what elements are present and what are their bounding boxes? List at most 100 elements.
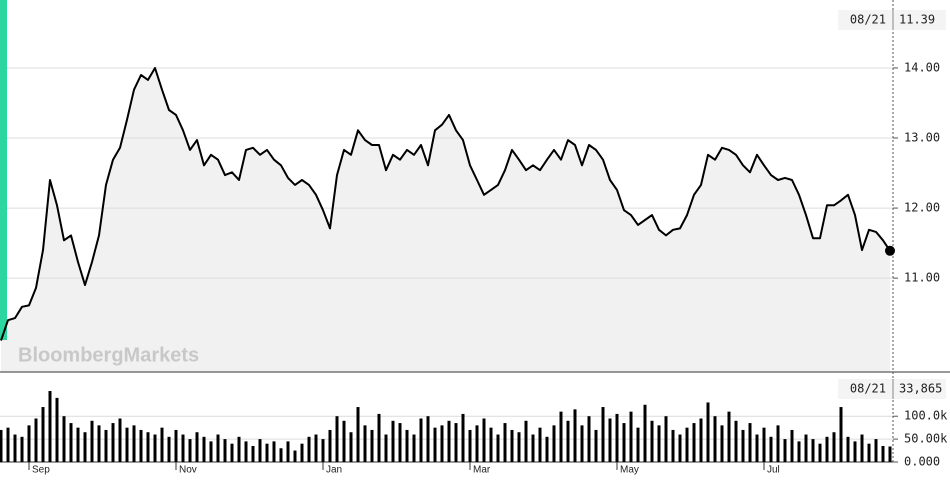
volume-date: 08/21 bbox=[850, 382, 886, 396]
volume-bar bbox=[377, 413, 381, 462]
volume-bar bbox=[104, 429, 108, 462]
volume-bar bbox=[559, 411, 563, 462]
volume-bar bbox=[195, 432, 199, 462]
volume-bar bbox=[461, 413, 465, 462]
volume-bar bbox=[664, 416, 668, 462]
y-tick-label: 0.000 bbox=[904, 455, 940, 469]
volume-bar bbox=[419, 418, 423, 462]
volume-bar bbox=[209, 441, 213, 462]
volume-bar bbox=[657, 425, 661, 462]
price-current: 11.39 bbox=[899, 13, 935, 27]
volume-bar bbox=[188, 439, 192, 462]
volume-bar bbox=[237, 436, 241, 462]
volume-bar bbox=[391, 420, 395, 462]
volume-bar bbox=[34, 418, 38, 462]
volume-bar bbox=[804, 434, 808, 462]
volume-bar bbox=[818, 443, 822, 462]
volume-bar bbox=[328, 429, 332, 462]
volume-bar bbox=[20, 436, 24, 462]
y-tick-label: 50.00k bbox=[904, 432, 948, 446]
volume-bar bbox=[888, 446, 892, 462]
volume-bar bbox=[440, 425, 444, 462]
y-tick-label: 100.0k bbox=[904, 409, 948, 423]
volume-bar bbox=[720, 425, 724, 462]
volume-bar bbox=[146, 432, 150, 462]
volume-bar bbox=[489, 427, 493, 462]
volume-bar bbox=[27, 425, 31, 462]
volume-bar bbox=[244, 441, 248, 462]
volume-bar bbox=[692, 423, 696, 462]
y-tick-label: 12.00 bbox=[904, 201, 940, 215]
volume-bar bbox=[531, 434, 535, 462]
volume-bar bbox=[867, 443, 871, 462]
x-tick-label: Sep bbox=[32, 465, 50, 476]
volume-bar bbox=[69, 423, 73, 462]
volume-bar bbox=[811, 439, 815, 462]
volume-bar bbox=[118, 418, 122, 462]
volume-bar bbox=[622, 423, 626, 462]
volume-bar bbox=[713, 416, 717, 462]
volume-bar bbox=[839, 407, 843, 462]
volume-bar bbox=[300, 443, 304, 462]
volume-bar bbox=[699, 418, 703, 462]
last-point bbox=[885, 245, 895, 256]
x-tick-label: Jan bbox=[326, 465, 342, 476]
volume-bar bbox=[517, 432, 521, 462]
volume-bar bbox=[643, 404, 647, 462]
volume-header bbox=[838, 379, 946, 399]
volume-bar bbox=[349, 432, 353, 462]
volume-bar bbox=[825, 436, 829, 462]
volume-bar bbox=[552, 425, 556, 462]
volume-bar bbox=[538, 427, 542, 462]
volume-bar bbox=[223, 439, 227, 462]
volume-bar bbox=[55, 397, 59, 462]
volume-bar bbox=[370, 429, 374, 462]
volume-bar bbox=[216, 434, 220, 462]
volume-bar bbox=[384, 434, 388, 462]
volume-bar bbox=[125, 427, 129, 462]
x-tick-label: Nov bbox=[179, 465, 197, 476]
volume-bar bbox=[41, 407, 45, 462]
accent-bar bbox=[0, 0, 7, 340]
volume-bar bbox=[769, 436, 773, 462]
y-tick-label: 13.00 bbox=[904, 131, 940, 145]
volume-bar bbox=[524, 420, 528, 462]
volume-bar bbox=[580, 425, 584, 462]
volume-bar bbox=[90, 420, 94, 462]
volume-bar bbox=[230, 443, 234, 462]
x-tick-label: May bbox=[620, 465, 639, 476]
volume-bar bbox=[48, 391, 52, 462]
volume-bar bbox=[671, 429, 675, 462]
volume-bar bbox=[251, 445, 255, 462]
volume-bar bbox=[202, 436, 206, 462]
volume-bar bbox=[832, 432, 836, 462]
volume-bar bbox=[608, 418, 612, 462]
volume-bar bbox=[160, 427, 164, 462]
volume-bar bbox=[111, 423, 115, 462]
volume-bar bbox=[342, 420, 346, 462]
volume-bar bbox=[615, 413, 619, 462]
volume-bar bbox=[846, 436, 850, 462]
volume-bar bbox=[503, 423, 507, 462]
volume-bar bbox=[293, 450, 297, 462]
volume-bar bbox=[594, 429, 598, 462]
volume-bar bbox=[454, 423, 458, 462]
volume-bar bbox=[685, 427, 689, 462]
volume-bar bbox=[762, 427, 766, 462]
y-tick-label: 14.00 bbox=[904, 60, 940, 74]
volume-bar bbox=[601, 407, 605, 462]
volume-bar bbox=[83, 432, 87, 462]
volume-bar bbox=[587, 416, 591, 462]
volume-bar bbox=[265, 443, 269, 462]
volume-bar bbox=[776, 425, 780, 462]
price-date: 08/21 bbox=[850, 13, 886, 27]
volume-bar bbox=[398, 423, 402, 462]
volume-bar bbox=[874, 439, 878, 462]
volume-bar bbox=[482, 418, 486, 462]
y-tick-label: 11.00 bbox=[904, 271, 940, 285]
volume-bar bbox=[321, 439, 325, 462]
volume-bar bbox=[286, 441, 290, 462]
volume-bar bbox=[335, 416, 339, 462]
volume-current: 33,865 bbox=[899, 382, 942, 396]
volume-bar bbox=[741, 429, 745, 462]
